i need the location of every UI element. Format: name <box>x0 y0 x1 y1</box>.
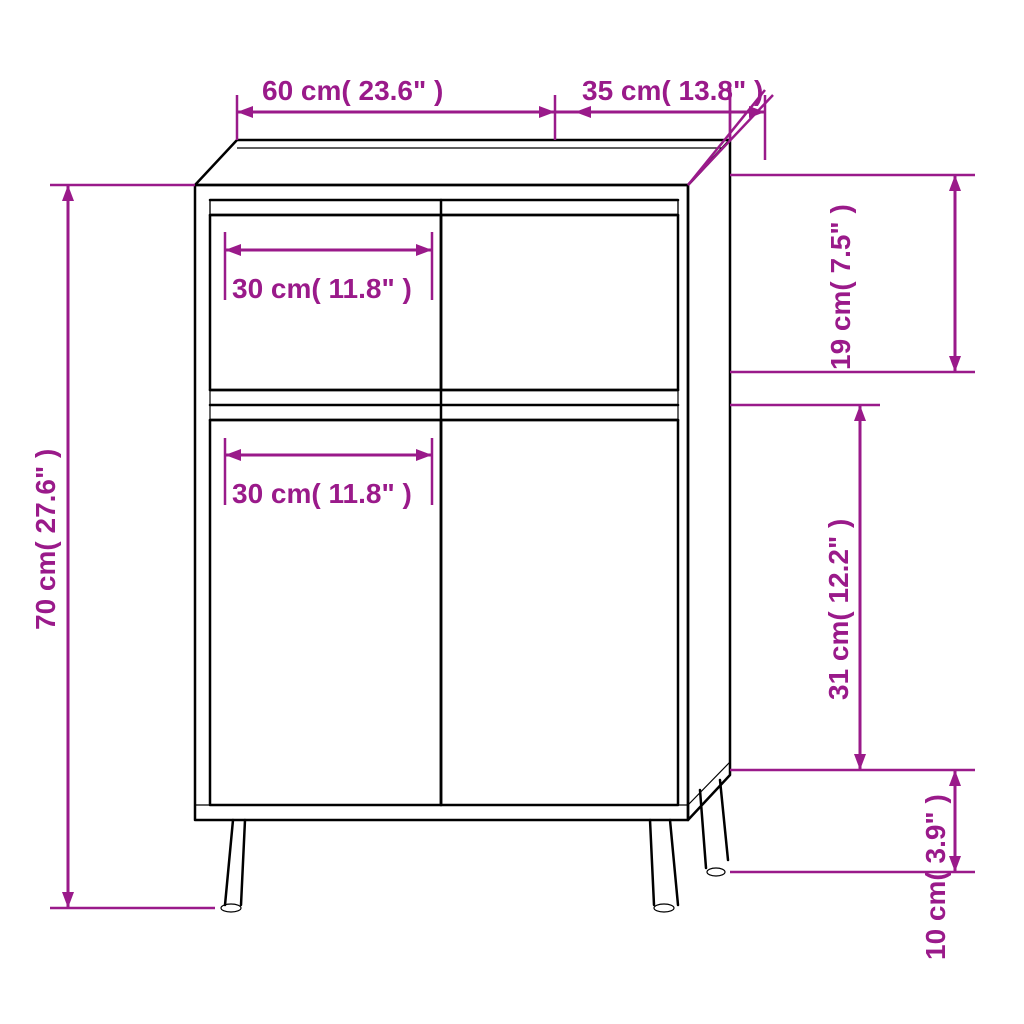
dim-door-width: 30 cm( 11.8" ) <box>225 438 432 509</box>
dim-leg-h-label: 10 cm( 3.9" ) <box>920 794 951 960</box>
dim-depth-clean: 35 cm( 13.8" ) <box>575 75 765 185</box>
dim-height-label: 70 cm( 27.6" ) <box>30 449 61 630</box>
dim-door-width-label: 30 cm( 11.8" ) <box>232 478 412 509</box>
dim-leg-height: 10 cm( 3.9" ) <box>920 770 961 960</box>
dim-drawer-width: 30 cm( 11.8" ) <box>225 232 432 304</box>
dim-drawer-h-label: 19 cm( 7.5" ) <box>825 204 856 370</box>
dim-door-height: 31 cm( 12.2" ) <box>823 405 866 770</box>
dim-drawer-height: 19 cm( 7.5" ) <box>825 175 961 372</box>
legs <box>221 780 728 912</box>
dimension-diagram: 60 cm( 23.6" ) 35 cm( 13.8" ) <box>0 0 1024 1024</box>
dim-door-h-label: 31 cm( 12.2" ) <box>823 519 854 700</box>
dim-width-label: 60 cm( 23.6" ) <box>262 75 443 106</box>
dim-height: 70 cm( 27.6" ) <box>30 185 215 908</box>
dim-width: 60 cm( 23.6" ) <box>237 75 555 140</box>
dim-depth-label: 35 cm( 13.8" ) <box>582 75 763 106</box>
dim-drawer-width-label: 30 cm( 11.8" ) <box>232 273 412 304</box>
cabinet-drawing <box>195 140 730 912</box>
